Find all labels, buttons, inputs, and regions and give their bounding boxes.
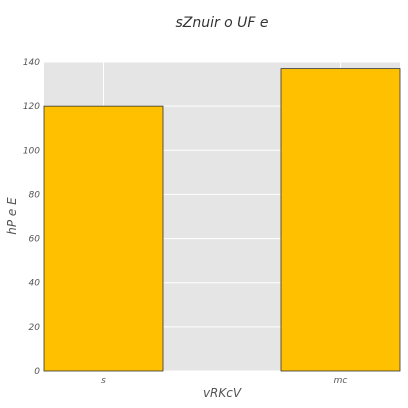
x-tick-label: mc [334,376,348,386]
y-axis-label: hP e E [5,197,19,235]
y-tick-label: 100 [23,146,40,156]
bar-s [43,105,164,372]
x-axis-label: vRKcV [203,386,242,400]
y-tick-label: 20 [29,323,41,333]
y-tick-label: 40 [29,279,41,289]
y-tick-label: 140 [23,58,40,68]
y-tick-labels: 0 20 40 60 80 100 120 140 [23,58,40,377]
x-tick-label: s [101,376,106,386]
y-tick-label: 120 [23,102,40,112]
y-tick-label: 0 [34,367,40,377]
x-tick-labels: s mc [101,376,347,386]
bars [43,68,401,372]
chart-title: sZnuir o UF e [175,15,268,31]
bar-mc [280,68,401,372]
y-tick-label: 60 [29,235,41,245]
y-tick-label: 80 [29,190,41,200]
